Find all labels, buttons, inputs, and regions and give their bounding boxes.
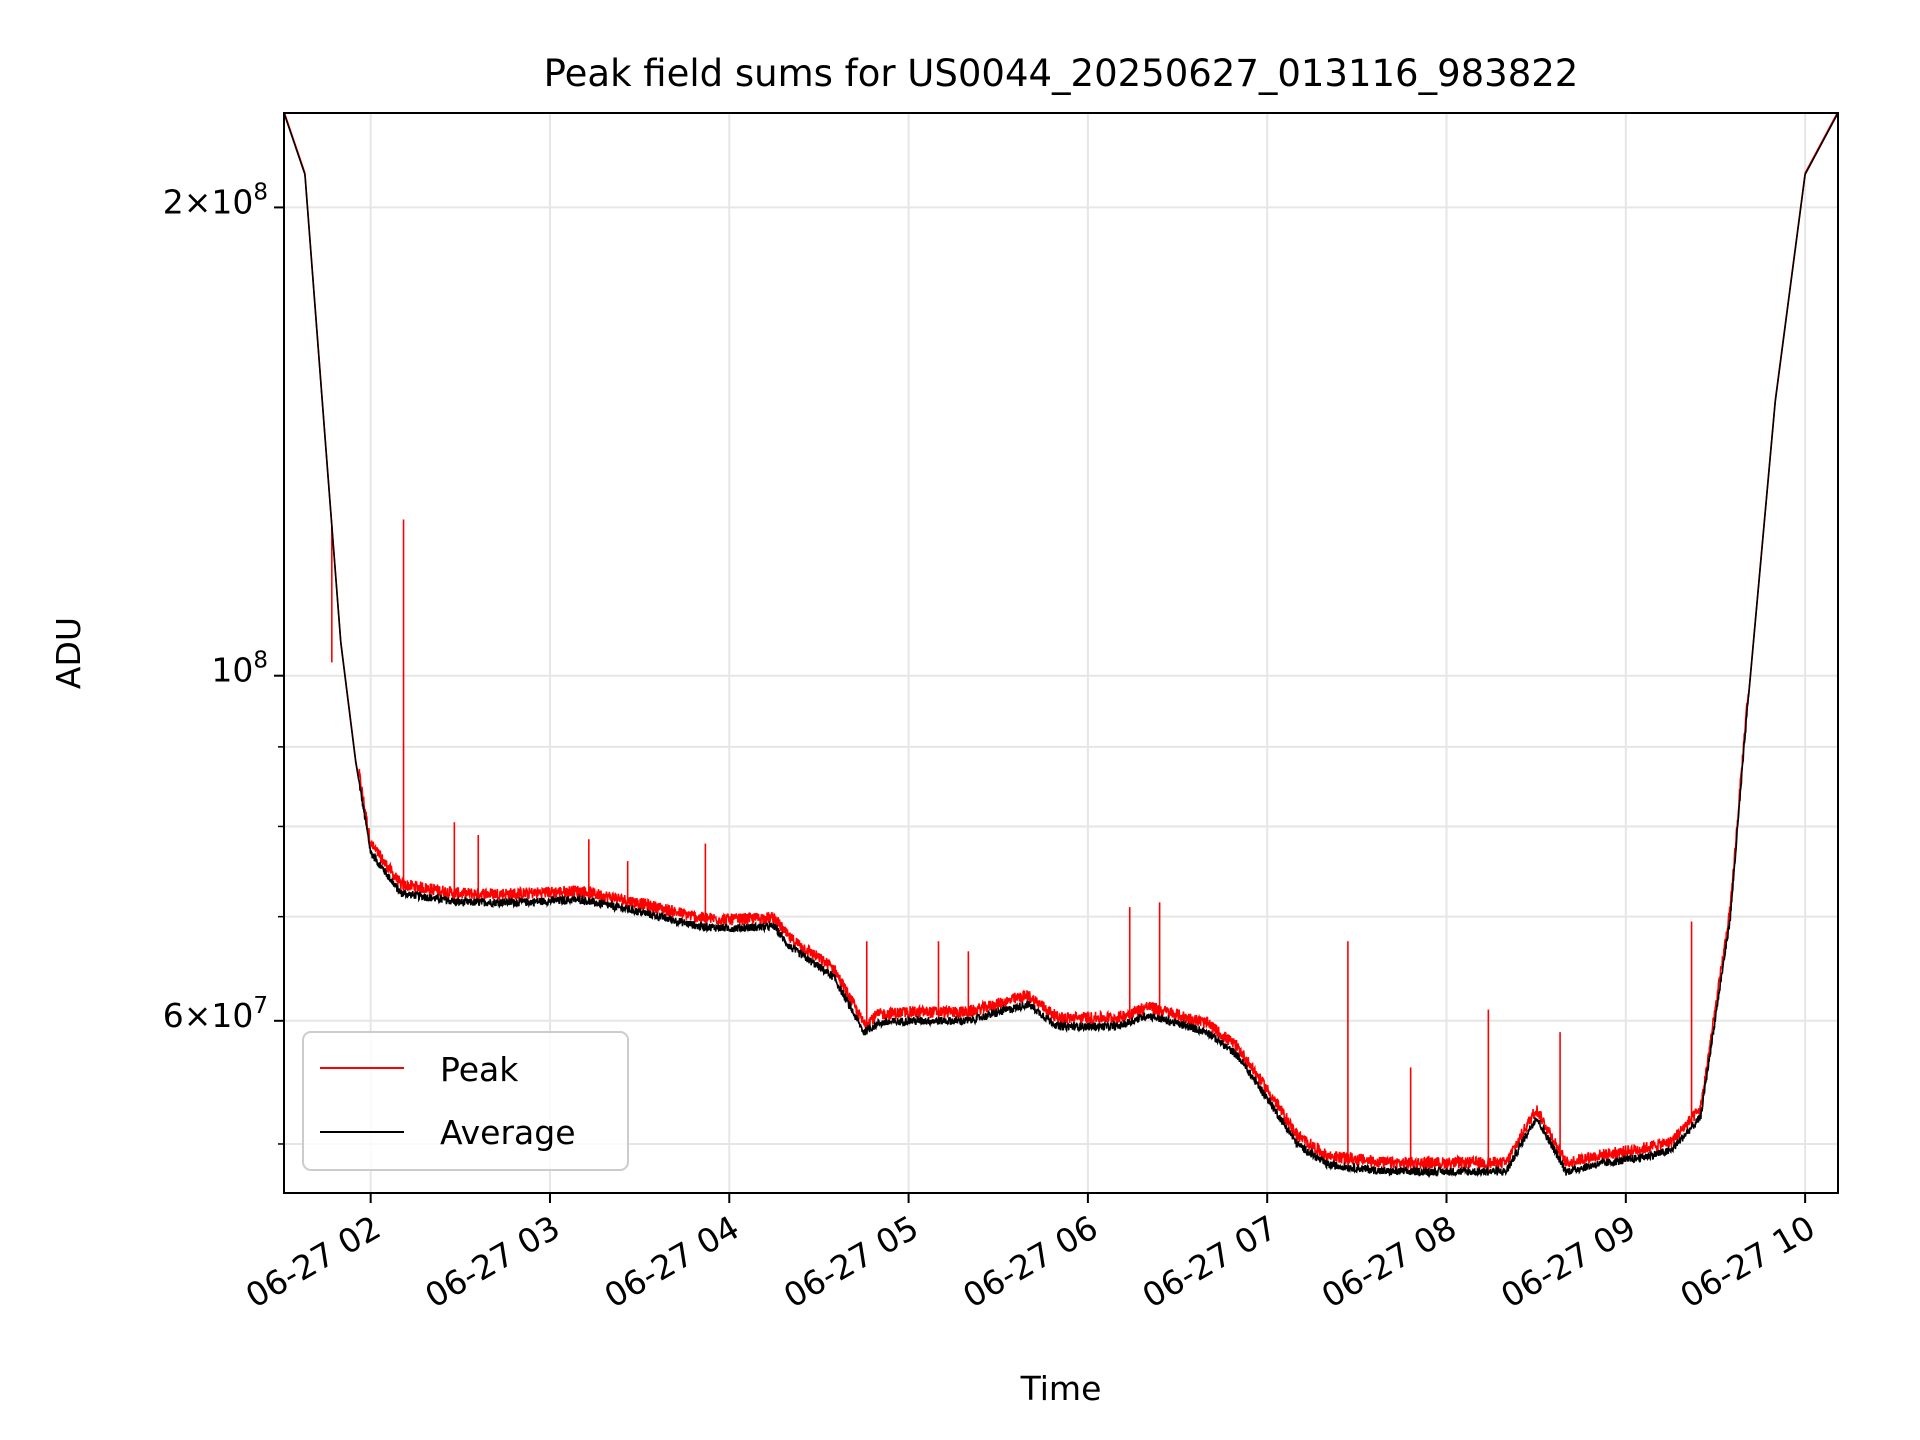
series-average-line xyxy=(284,113,1838,1179)
y-tick-label: 6×107 xyxy=(163,993,268,1035)
axes-frame xyxy=(283,112,1839,1194)
plot-area xyxy=(284,113,1838,1179)
chart-title: Peak field sums for US0044_20250627_0131… xyxy=(544,52,1579,95)
y-tick-label: 108 xyxy=(211,648,268,690)
legend-average-label: Average xyxy=(440,1113,576,1152)
x-axis-label: Time xyxy=(1020,1369,1102,1408)
y-axis-label: ADU xyxy=(49,617,88,689)
legend-peak-label: Peak xyxy=(440,1050,519,1089)
y-tick-label: 2×108 xyxy=(163,179,268,221)
legend: Peak Average xyxy=(302,1031,629,1171)
legend-box xyxy=(302,1031,629,1171)
